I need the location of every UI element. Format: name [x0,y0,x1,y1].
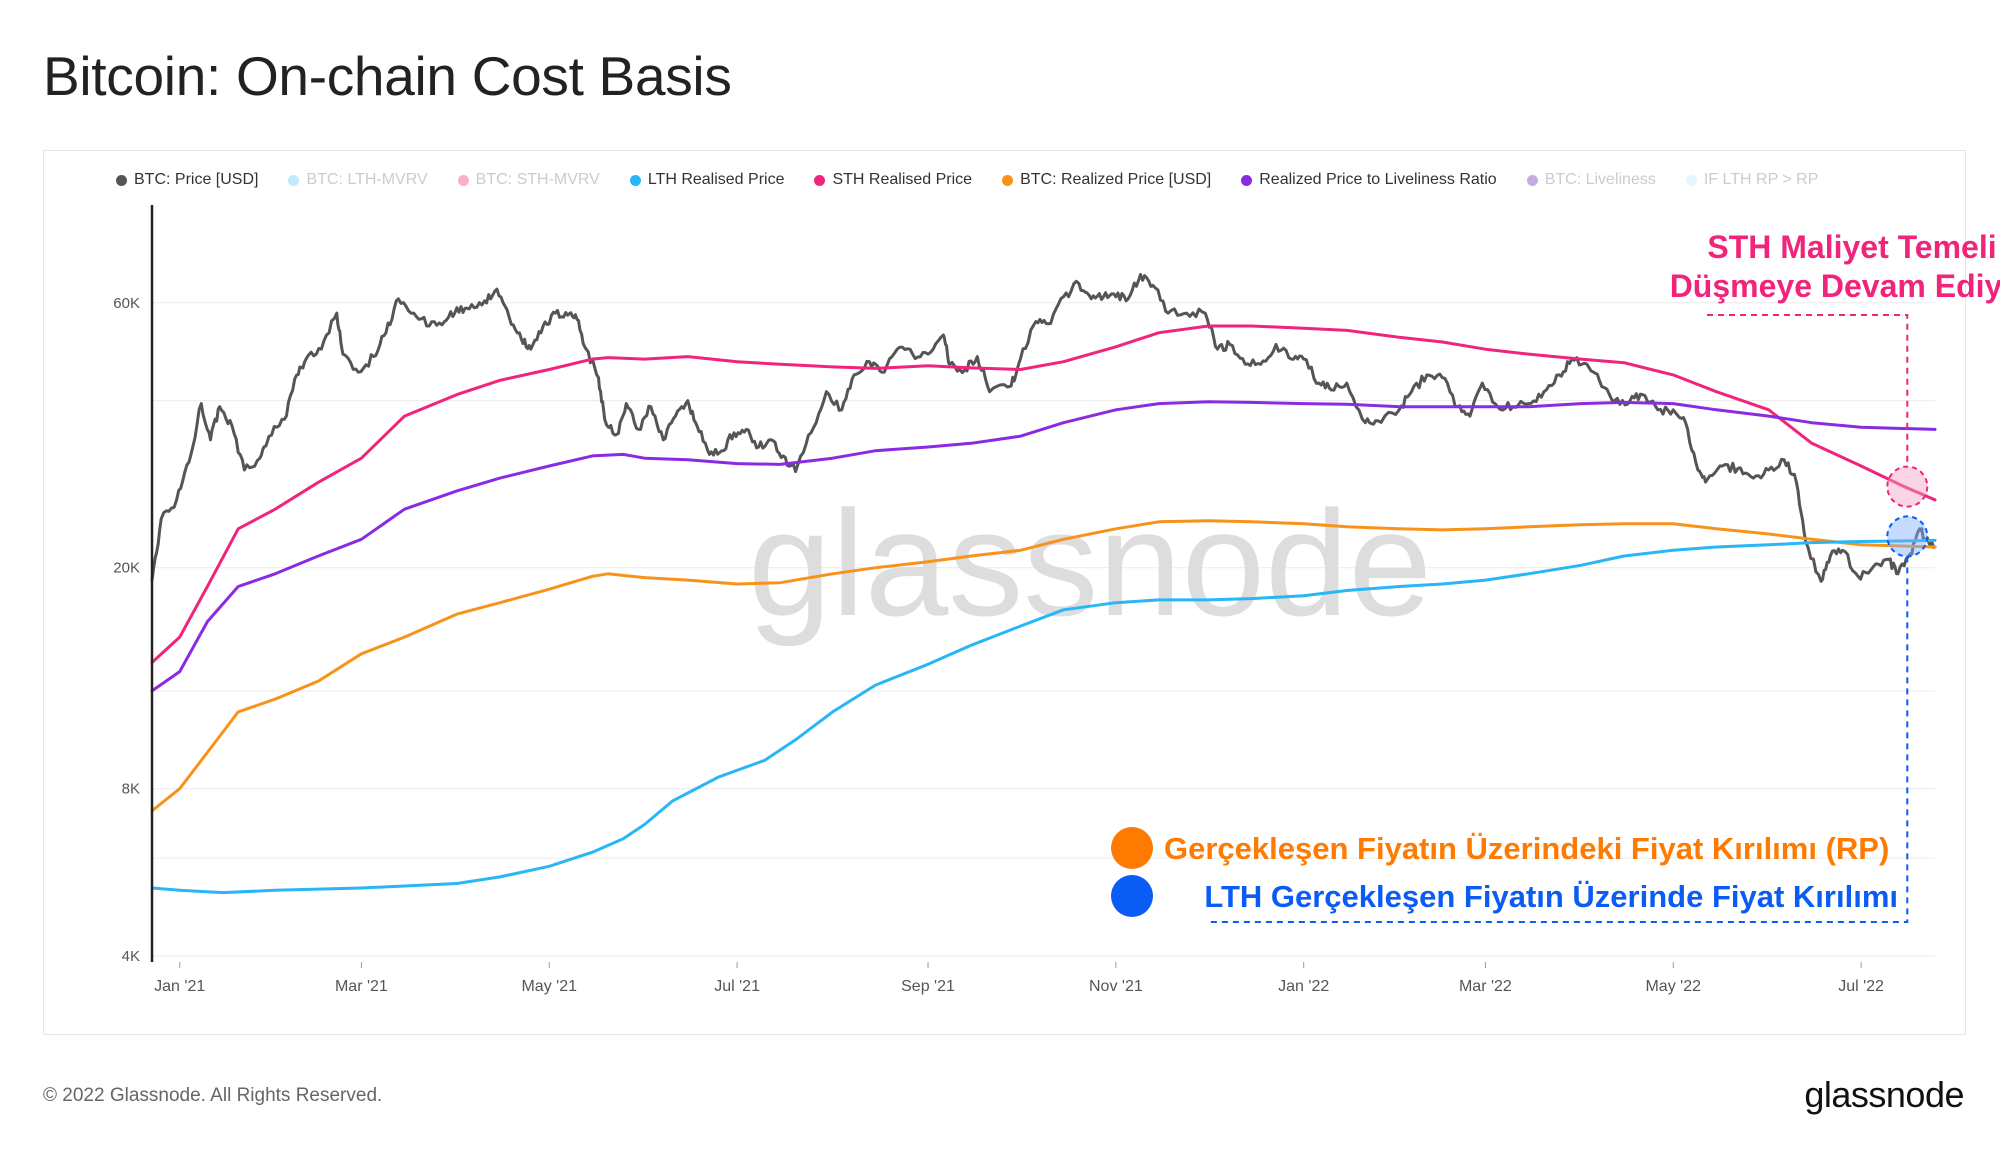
legend-label: STH Realised Price [832,171,973,188]
x-tick-label: Jan '21 [154,978,205,995]
legend-label: BTC: STH-MVRV [475,171,600,188]
legend-label: LTH Realised Price [647,171,785,188]
legend-dot-icon [116,174,127,186]
x-tick-label: May '21 [521,978,577,995]
legend-item[interactable]: BTC: Realized Price [USD] [1002,171,1211,189]
series-line-sth-realised-price [150,324,1937,664]
legend-dot-icon [288,174,300,186]
sth-highlight-circle [1886,465,1929,508]
legend-label: BTC: Realized Price [USD] [1020,171,1212,188]
legend-dot-icon [1241,174,1253,186]
chart-legend: BTC: Price [USD] BTC: LTH-MVRV BTC: STH-MV… [116,168,1848,192]
series-line-lth-realised-price [150,538,1937,895]
legend-label: BTC: Liveliness [1544,171,1656,188]
x-tick-label: Nov '21 [1089,978,1143,995]
x-tick-label: Jul '22 [1838,978,1884,995]
legend-label: IF LTH RP > RP [1703,171,1819,188]
legend-dot-icon [629,174,641,186]
page-title: Bitcoin: On-chain Cost Basis [43,45,732,107]
series-layer [150,272,1937,895]
legend-label: BTC: LTH-MVRV [306,171,428,188]
legend-dot-icon [1002,174,1014,186]
sth-annotation-line1: STH Maliyet Temeli [1707,229,1996,265]
copyright-footer: © 2022 Glassnode. All Rights Reserved. [43,1085,383,1106]
legend-dot-icon [1526,174,1538,186]
lth-marker-icon [1111,875,1153,917]
legend-dot-icon [457,174,469,186]
series-line-btc-realized-price-usd- [150,519,1937,813]
sth-annotation-line2: Düşmeye Devam Ediyor [1670,268,2000,304]
x-tick-label: Jan '22 [1278,978,1329,995]
legend-dot-icon [1685,174,1697,186]
y-tick-label: 4K [122,948,140,965]
watermark: glassnode [748,479,1432,647]
legend-label: Realized Price to Liveliness Ratio [1259,171,1497,188]
y-tick-label: 8K [122,781,140,798]
x-tick-label: May '22 [1645,978,1701,995]
x-tick-label: Mar '21 [335,978,388,995]
legend-label: BTC: Price [USD] [134,171,259,188]
legend-item[interactable]: STH Realised Price [814,171,972,189]
rp-annotation: Gerçekleşen Fiyatın Üzerindeki Fiyat Kır… [1164,831,1889,866]
glassnode-logo: glassnode [1804,1074,1964,1115]
legend-item[interactable]: BTC: LTH-MVRV [288,171,428,189]
legend-dot-icon [814,174,826,186]
lth-highlight-circle [1886,515,1929,558]
x-tick-label: Sep '21 [901,978,955,995]
legend-item[interactable]: BTC: STH-MVRV [457,171,600,189]
legend-item[interactable]: BTC: Price [USD] [116,171,258,189]
legend-item[interactable]: Realized Price to Liveliness Ratio [1241,171,1497,189]
x-tick-label: Jul '21 [714,978,760,995]
x-tick-label: Mar '22 [1459,978,1512,995]
rp-marker-icon [1111,827,1153,869]
sth-connector [1707,314,1909,467]
lth-connector [1208,556,1909,923]
legend-item[interactable]: IF LTH RP > RP [1685,171,1819,189]
legend-item[interactable]: BTC: Liveliness [1526,171,1656,189]
legend-item[interactable]: LTH Realised Price [629,171,785,189]
y-tick-label: 20K [113,560,140,577]
lth-annotation: LTH Gerçekleşen Fiyatın Üzerinde Fiyat K… [1204,879,1898,914]
y-tick-label: 60K [113,295,140,312]
series-line-realized-price-to-liveliness-ratio [150,400,1937,693]
axis-layer: 4K 8K 20K 60K Jan '21 Mar '21 May '21 Jul '21 Se… [113,205,1884,995]
grid-layer [152,302,1935,957]
